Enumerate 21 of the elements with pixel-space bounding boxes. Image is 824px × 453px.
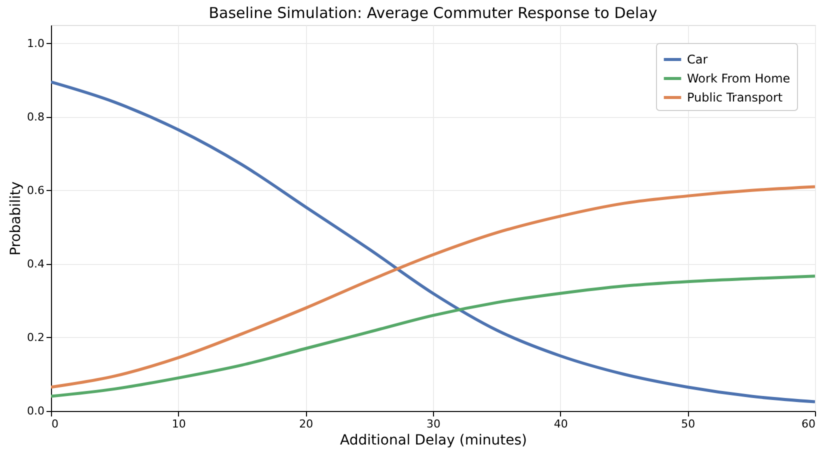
- x-tick-label: 0: [52, 418, 58, 430]
- y-tick-label: 1.0: [27, 36, 44, 50]
- x-tick-label: 10: [172, 418, 186, 430]
- x-tick-label: 30: [426, 418, 440, 430]
- y-tick-label: 0.2: [27, 330, 44, 344]
- y-tick-label: 0.4: [27, 257, 44, 270]
- y-tick-label: 0.6: [27, 184, 44, 197]
- x-axis-title: Additional Delay (minutes): [340, 432, 527, 448]
- y-axis-title: Probability: [8, 181, 24, 256]
- y-tick-label: 0.0: [27, 404, 44, 418]
- legend-label: Work From Home: [687, 72, 790, 86]
- x-tick-label: 60: [802, 418, 816, 430]
- legend-label: Car: [687, 52, 708, 66]
- line-series: [51, 274, 815, 398]
- chart-title: Baseline Simulation: Average Commuter Response to Delay: [208, 4, 658, 22]
- x-tick-label: 50: [681, 418, 696, 430]
- x-tick-label: 20: [299, 418, 314, 430]
- line-series: [51, 185, 815, 389]
- legend-label: Public Transport: [687, 90, 783, 104]
- x-tick-label: 40: [554, 418, 568, 430]
- y-tick-label: 0.8: [27, 110, 44, 124]
